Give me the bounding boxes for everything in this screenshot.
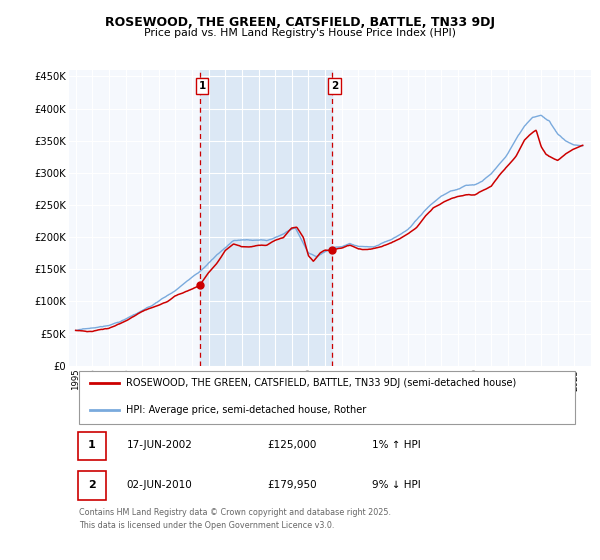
Text: 1% ↑ HPI: 1% ↑ HPI [372,440,421,450]
Text: Contains HM Land Registry data © Crown copyright and database right 2025.
This d: Contains HM Land Registry data © Crown c… [79,508,391,530]
Text: £125,000: £125,000 [268,440,317,450]
Text: 2: 2 [88,479,96,489]
Text: 9% ↓ HPI: 9% ↓ HPI [372,479,421,489]
Text: ROSEWOOD, THE GREEN, CATSFIELD, BATTLE, TN33 9DJ (semi-detached house): ROSEWOOD, THE GREEN, CATSFIELD, BATTLE, … [127,378,517,388]
Text: 17-JUN-2002: 17-JUN-2002 [127,440,192,450]
Text: HPI: Average price, semi-detached house, Rother: HPI: Average price, semi-detached house,… [127,405,367,416]
Text: ROSEWOOD, THE GREEN, CATSFIELD, BATTLE, TN33 9DJ: ROSEWOOD, THE GREEN, CATSFIELD, BATTLE, … [105,16,495,29]
Bar [200,70,332,366]
FancyBboxPatch shape [79,471,106,500]
Text: 1: 1 [88,440,96,450]
Text: 2: 2 [331,81,338,91]
Text: 02-JUN-2010: 02-JUN-2010 [127,479,192,489]
FancyBboxPatch shape [79,371,575,424]
FancyBboxPatch shape [79,432,106,460]
Text: Price paid vs. HM Land Registry's House Price Index (HPI): Price paid vs. HM Land Registry's House … [144,28,456,38]
Text: £179,950: £179,950 [268,479,317,489]
Text: 1: 1 [199,81,206,91]
